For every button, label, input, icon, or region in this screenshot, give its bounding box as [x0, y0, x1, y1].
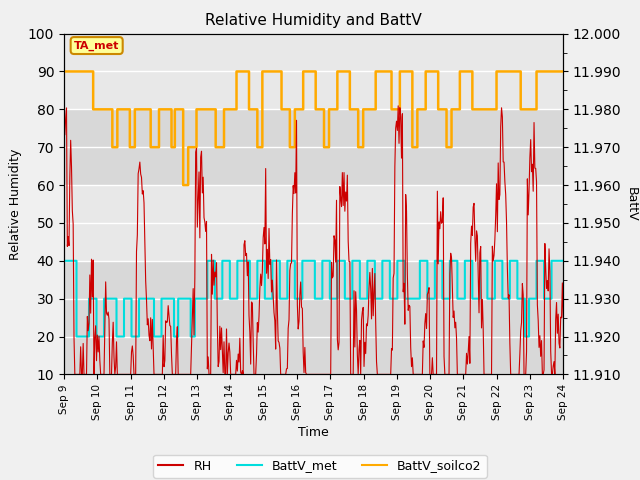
Bar [64, 185, 563, 261]
Bar [64, 34, 563, 109]
X-axis label: Time: Time [298, 426, 329, 439]
Title: Relative Humidity and BattV: Relative Humidity and BattV [205, 13, 422, 28]
Y-axis label: Relative Humidity: Relative Humidity [10, 148, 22, 260]
Y-axis label: BattV: BattV [625, 187, 638, 221]
Text: TA_met: TA_met [74, 40, 119, 51]
Legend: RH, BattV_met, BattV_soilco2: RH, BattV_met, BattV_soilco2 [154, 455, 486, 478]
